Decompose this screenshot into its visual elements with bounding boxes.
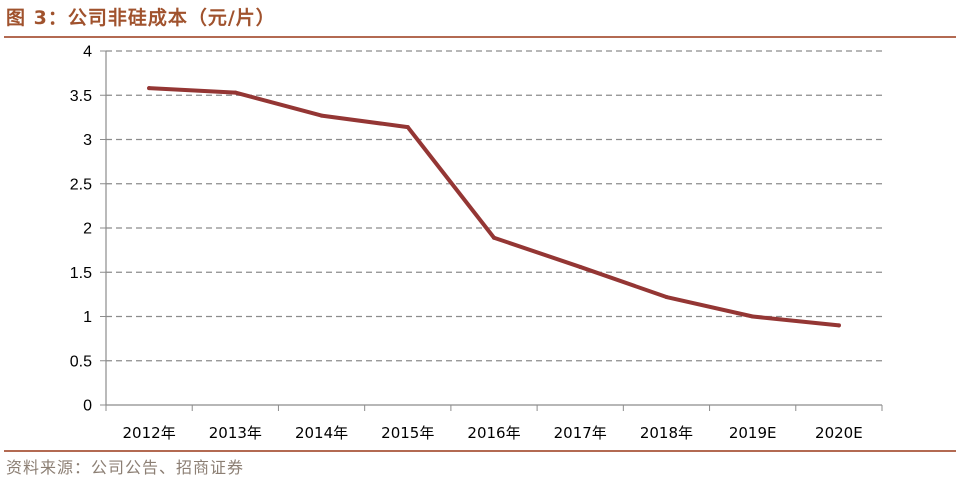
- series: [147, 86, 841, 328]
- data-point: [147, 86, 152, 91]
- figure-title: 图 3：公司非硅成本（元/片）: [6, 7, 276, 29]
- y-tick-label: 1.5: [70, 265, 92, 282]
- title-rule: [4, 36, 956, 38]
- axes: [100, 50, 883, 411]
- x-tick-label: 2013年: [209, 424, 262, 442]
- y-tick-labels: 0 0.5 1 1.5 2 2.5 3 3.5 4: [70, 44, 92, 415]
- data-point: [664, 295, 669, 300]
- x-tick-label: 2016年: [467, 424, 520, 442]
- data-point: [492, 235, 496, 240]
- series-line: [147, 86, 841, 328]
- x-tick-labels: 2012年 2013年 2014年 2015年 2016年 2017年 2018年 2019E…: [123, 424, 863, 442]
- data-point: [319, 113, 324, 118]
- gridlines: [106, 50, 882, 362]
- source-rule: [4, 450, 956, 452]
- x-tick-label: 2020E: [815, 424, 863, 442]
- y-tick-label: 0: [83, 398, 92, 415]
- y-tick-label: 0.5: [70, 353, 92, 370]
- y-tick-label: 3: [83, 132, 92, 149]
- source-note: 资料来源：公司公告、招商证券: [6, 458, 245, 477]
- y-tick-label: 1: [83, 309, 92, 326]
- data-point: [836, 323, 841, 328]
- y-tick-label: 4: [83, 44, 92, 61]
- y-tick-label: 2: [83, 221, 92, 238]
- x-tick-label: 2018年: [640, 424, 693, 442]
- x-tick-label: 2014年: [295, 424, 348, 442]
- x-tick-label: 2012年: [123, 424, 176, 442]
- x-tick-label: 2019E: [729, 424, 777, 442]
- data-point: [405, 125, 410, 130]
- data-point: [233, 90, 238, 95]
- data-point: [750, 314, 755, 319]
- x-tick-label: 2015年: [381, 424, 434, 442]
- data-point: [578, 264, 583, 269]
- x-tick-label: 2017年: [554, 424, 607, 442]
- y-tick-label: 2.5: [70, 176, 92, 193]
- y-tick-label: 3.5: [70, 88, 92, 105]
